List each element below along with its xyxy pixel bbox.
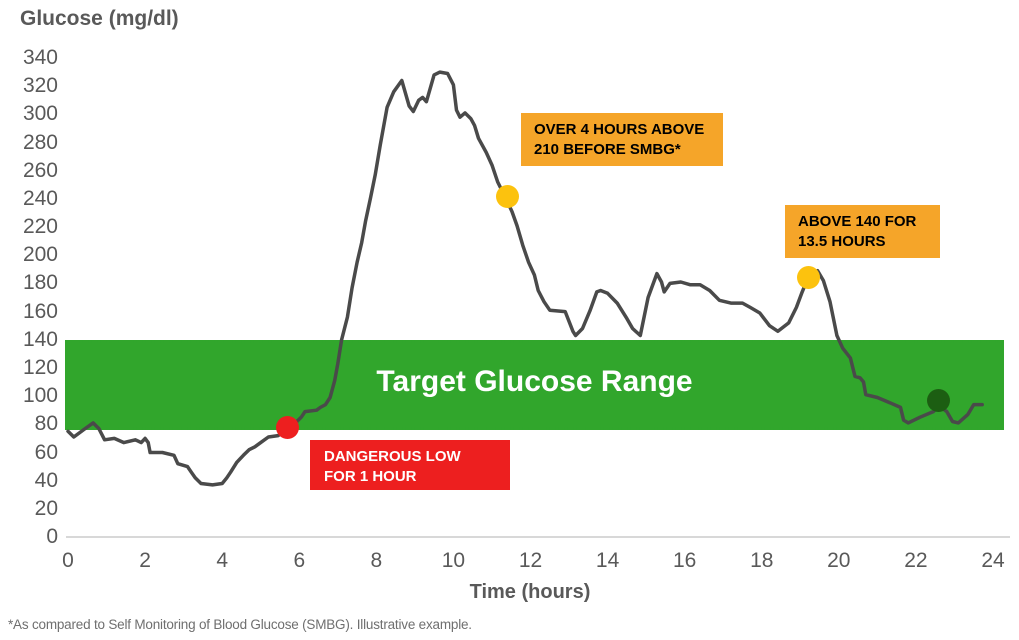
y-tick-label: 180 — [22, 271, 58, 295]
x-axis-line — [66, 536, 1010, 538]
y-tick-label: 20 — [34, 496, 58, 520]
y-tick-label: 80 — [34, 412, 58, 436]
annotation-above-140-for-13-5-hours: ABOVE 140 FOR 13.5 HOURS — [785, 205, 940, 258]
annotation-dangerous-low: DANGEROUS LOW FOR 1 HOUR — [310, 440, 510, 490]
y-tick-label: 240 — [22, 186, 58, 210]
y-tick-label: 320 — [22, 74, 58, 98]
x-tick-label: 16 — [673, 549, 697, 572]
y-tick-label: 60 — [34, 440, 58, 464]
annotation-over-4-hours-above-210: OVER 4 HOURS ABOVE 210 BEFORE SMBG* — [521, 113, 723, 166]
above-140-marker-dot — [796, 266, 820, 290]
x-tick-label: 20 — [827, 549, 851, 572]
footnote: *As compared to Self Monitoring of Blood… — [8, 617, 472, 632]
annotation-line: FOR 1 HOUR — [324, 468, 417, 485]
x-tick-label: 8 — [370, 549, 383, 572]
x-tick-label: 24 — [981, 549, 1005, 572]
annotation-line: 13.5 HOURS — [798, 233, 886, 250]
y-tick-label: 220 — [22, 215, 58, 239]
annotation-line: OVER 4 HOURS ABOVE — [534, 121, 705, 138]
x-tick-label: 0 — [62, 549, 74, 572]
y-axis-title: Glucose (mg/dl) — [20, 7, 179, 30]
x-tick-label: 18 — [750, 549, 774, 572]
y-tick-label: 40 — [34, 468, 58, 492]
y-tick-label: 200 — [22, 243, 58, 267]
x-tick-label: 12 — [518, 549, 543, 572]
annotation-line: DANGEROUS LOW — [324, 448, 461, 465]
y-tick-label: 300 — [22, 102, 58, 126]
y-tick-label: 280 — [22, 130, 58, 154]
y-tick-label: 100 — [22, 384, 58, 408]
dangerous-low-marker-dot — [276, 415, 300, 439]
x-tick-label: 10 — [441, 549, 466, 572]
y-tick-label: 260 — [22, 158, 58, 182]
x-tick-label: 14 — [595, 549, 620, 572]
annotation-line: ABOVE 140 FOR — [798, 213, 917, 230]
x-tick-label: 6 — [293, 549, 306, 572]
end-in-range-marker-dot — [926, 388, 950, 412]
x-axis-title: Time (hours) — [469, 581, 591, 603]
y-tick-label: 140 — [22, 327, 58, 351]
y-tick-label: 120 — [22, 355, 58, 379]
y-tick-label: 160 — [22, 299, 58, 323]
x-tick-label: 22 — [904, 549, 928, 572]
y-tick-label: 340 — [22, 46, 58, 69]
x-tick-label: 4 — [216, 549, 229, 572]
glucose-trace-line — [66, 70, 984, 487]
over-210-smbg-marker-dot — [495, 184, 519, 208]
annotation-line: 210 BEFORE SMBG* — [534, 141, 681, 158]
x-tick-label: 2 — [139, 549, 151, 572]
y-tick-label: 0 — [46, 525, 58, 548]
